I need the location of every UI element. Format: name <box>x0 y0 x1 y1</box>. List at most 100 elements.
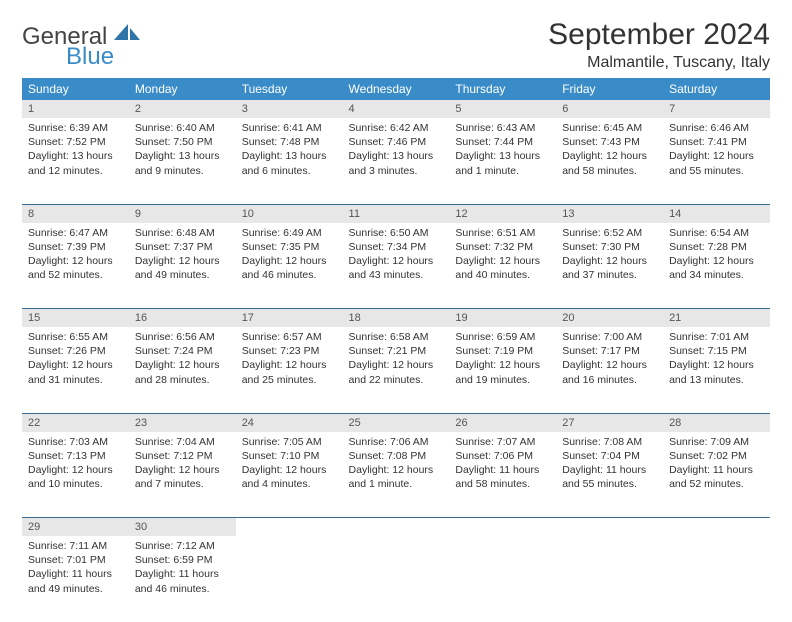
day-cell: Sunrise: 6:45 AMSunset: 7:43 PMDaylight:… <box>556 118 663 204</box>
day-details: Sunrise: 7:12 AMSunset: 6:59 PMDaylight:… <box>129 536 236 602</box>
day-cell: Sunrise: 7:07 AMSunset: 7:06 PMDaylight:… <box>449 432 556 518</box>
day-cell <box>343 536 450 622</box>
weekday-header: Tuesday <box>236 78 343 100</box>
day-number-cell: 21 <box>663 309 770 328</box>
day-number-cell: 29 <box>22 518 129 537</box>
day-cell <box>449 536 556 622</box>
day-details: Sunrise: 6:55 AMSunset: 7:26 PMDaylight:… <box>22 327 129 393</box>
weekday-header: Saturday <box>663 78 770 100</box>
day-cell: Sunrise: 6:58 AMSunset: 7:21 PMDaylight:… <box>343 327 450 413</box>
day-number-cell <box>663 518 770 537</box>
day-cell: Sunrise: 6:42 AMSunset: 7:46 PMDaylight:… <box>343 118 450 204</box>
day-details: Sunrise: 6:51 AMSunset: 7:32 PMDaylight:… <box>449 223 556 289</box>
day-number-cell: 10 <box>236 204 343 223</box>
weekday-header: Friday <box>556 78 663 100</box>
weekday-header: Sunday <box>22 78 129 100</box>
day-number-row: 891011121314 <box>22 204 770 223</box>
brand-name-2: Blue <box>66 46 140 68</box>
day-details: Sunrise: 6:46 AMSunset: 7:41 PMDaylight:… <box>663 118 770 184</box>
day-number-cell: 28 <box>663 413 770 432</box>
weekday-header: Monday <box>129 78 236 100</box>
day-details: Sunrise: 6:56 AMSunset: 7:24 PMDaylight:… <box>129 327 236 393</box>
day-cell: Sunrise: 6:54 AMSunset: 7:28 PMDaylight:… <box>663 223 770 309</box>
logo-sail-icon <box>114 22 140 42</box>
week-row: Sunrise: 6:55 AMSunset: 7:26 PMDaylight:… <box>22 327 770 413</box>
day-number-row: 1234567 <box>22 100 770 118</box>
day-number-cell <box>556 518 663 537</box>
day-cell: Sunrise: 6:57 AMSunset: 7:23 PMDaylight:… <box>236 327 343 413</box>
weekday-header: Wednesday <box>343 78 450 100</box>
day-cell: Sunrise: 6:59 AMSunset: 7:19 PMDaylight:… <box>449 327 556 413</box>
week-row: Sunrise: 7:03 AMSunset: 7:13 PMDaylight:… <box>22 432 770 518</box>
day-details: Sunrise: 6:40 AMSunset: 7:50 PMDaylight:… <box>129 118 236 184</box>
day-number-cell: 24 <box>236 413 343 432</box>
month-title: September 2024 <box>548 18 770 52</box>
day-number-cell: 8 <box>22 204 129 223</box>
day-details: Sunrise: 7:07 AMSunset: 7:06 PMDaylight:… <box>449 432 556 498</box>
day-details: Sunrise: 7:01 AMSunset: 7:15 PMDaylight:… <box>663 327 770 393</box>
day-cell: Sunrise: 6:48 AMSunset: 7:37 PMDaylight:… <box>129 223 236 309</box>
day-details: Sunrise: 6:49 AMSunset: 7:35 PMDaylight:… <box>236 223 343 289</box>
day-details: Sunrise: 6:42 AMSunset: 7:46 PMDaylight:… <box>343 118 450 184</box>
day-details: Sunrise: 6:48 AMSunset: 7:37 PMDaylight:… <box>129 223 236 289</box>
day-cell: Sunrise: 6:52 AMSunset: 7:30 PMDaylight:… <box>556 223 663 309</box>
day-number-cell: 22 <box>22 413 129 432</box>
day-cell: Sunrise: 7:03 AMSunset: 7:13 PMDaylight:… <box>22 432 129 518</box>
day-cell: Sunrise: 6:56 AMSunset: 7:24 PMDaylight:… <box>129 327 236 413</box>
day-number-cell: 26 <box>449 413 556 432</box>
day-cell: Sunrise: 6:49 AMSunset: 7:35 PMDaylight:… <box>236 223 343 309</box>
day-details: Sunrise: 7:08 AMSunset: 7:04 PMDaylight:… <box>556 432 663 498</box>
day-number-cell: 2 <box>129 100 236 118</box>
day-details: Sunrise: 6:52 AMSunset: 7:30 PMDaylight:… <box>556 223 663 289</box>
day-details: Sunrise: 7:00 AMSunset: 7:17 PMDaylight:… <box>556 327 663 393</box>
day-cell: Sunrise: 6:50 AMSunset: 7:34 PMDaylight:… <box>343 223 450 309</box>
day-details: Sunrise: 6:54 AMSunset: 7:28 PMDaylight:… <box>663 223 770 289</box>
day-details: Sunrise: 7:06 AMSunset: 7:08 PMDaylight:… <box>343 432 450 498</box>
day-cell: Sunrise: 6:39 AMSunset: 7:52 PMDaylight:… <box>22 118 129 204</box>
day-number-cell: 7 <box>663 100 770 118</box>
day-number-cell: 4 <box>343 100 450 118</box>
day-details: Sunrise: 6:45 AMSunset: 7:43 PMDaylight:… <box>556 118 663 184</box>
day-details: Sunrise: 6:59 AMSunset: 7:19 PMDaylight:… <box>449 327 556 393</box>
day-number-cell: 5 <box>449 100 556 118</box>
day-cell: Sunrise: 7:12 AMSunset: 6:59 PMDaylight:… <box>129 536 236 622</box>
day-number-cell: 30 <box>129 518 236 537</box>
day-number-cell: 13 <box>556 204 663 223</box>
day-number-cell: 14 <box>663 204 770 223</box>
day-number-cell <box>343 518 450 537</box>
day-number-row: 15161718192021 <box>22 309 770 328</box>
day-details: Sunrise: 6:43 AMSunset: 7:44 PMDaylight:… <box>449 118 556 184</box>
day-cell: Sunrise: 6:46 AMSunset: 7:41 PMDaylight:… <box>663 118 770 204</box>
day-cell: Sunrise: 7:00 AMSunset: 7:17 PMDaylight:… <box>556 327 663 413</box>
day-cell: Sunrise: 7:05 AMSunset: 7:10 PMDaylight:… <box>236 432 343 518</box>
day-details: Sunrise: 6:39 AMSunset: 7:52 PMDaylight:… <box>22 118 129 184</box>
day-details: Sunrise: 6:47 AMSunset: 7:39 PMDaylight:… <box>22 223 129 289</box>
week-row: Sunrise: 6:47 AMSunset: 7:39 PMDaylight:… <box>22 223 770 309</box>
day-number-cell: 16 <box>129 309 236 328</box>
calendar-table: Sunday Monday Tuesday Wednesday Thursday… <box>22 78 770 622</box>
day-number-cell: 9 <box>129 204 236 223</box>
day-cell: Sunrise: 6:55 AMSunset: 7:26 PMDaylight:… <box>22 327 129 413</box>
day-number-cell: 20 <box>556 309 663 328</box>
day-details: Sunrise: 6:50 AMSunset: 7:34 PMDaylight:… <box>343 223 450 289</box>
weekday-header-row: Sunday Monday Tuesday Wednesday Thursday… <box>22 78 770 100</box>
day-cell: Sunrise: 6:51 AMSunset: 7:32 PMDaylight:… <box>449 223 556 309</box>
day-number-row: 22232425262728 <box>22 413 770 432</box>
day-number-cell: 11 <box>343 204 450 223</box>
day-cell: Sunrise: 7:04 AMSunset: 7:12 PMDaylight:… <box>129 432 236 518</box>
day-details: Sunrise: 6:41 AMSunset: 7:48 PMDaylight:… <box>236 118 343 184</box>
week-row: Sunrise: 6:39 AMSunset: 7:52 PMDaylight:… <box>22 118 770 204</box>
brand-logo: General Blue <box>22 22 140 67</box>
day-cell: Sunrise: 6:41 AMSunset: 7:48 PMDaylight:… <box>236 118 343 204</box>
day-details: Sunrise: 7:11 AMSunset: 7:01 PMDaylight:… <box>22 536 129 602</box>
day-number-cell: 3 <box>236 100 343 118</box>
day-details: Sunrise: 7:03 AMSunset: 7:13 PMDaylight:… <box>22 432 129 498</box>
day-cell: Sunrise: 7:01 AMSunset: 7:15 PMDaylight:… <box>663 327 770 413</box>
day-details: Sunrise: 7:05 AMSunset: 7:10 PMDaylight:… <box>236 432 343 498</box>
day-number-cell: 12 <box>449 204 556 223</box>
day-details: Sunrise: 6:58 AMSunset: 7:21 PMDaylight:… <box>343 327 450 393</box>
day-cell: Sunrise: 7:11 AMSunset: 7:01 PMDaylight:… <box>22 536 129 622</box>
day-number-cell: 23 <box>129 413 236 432</box>
day-number-cell: 27 <box>556 413 663 432</box>
day-cell <box>556 536 663 622</box>
